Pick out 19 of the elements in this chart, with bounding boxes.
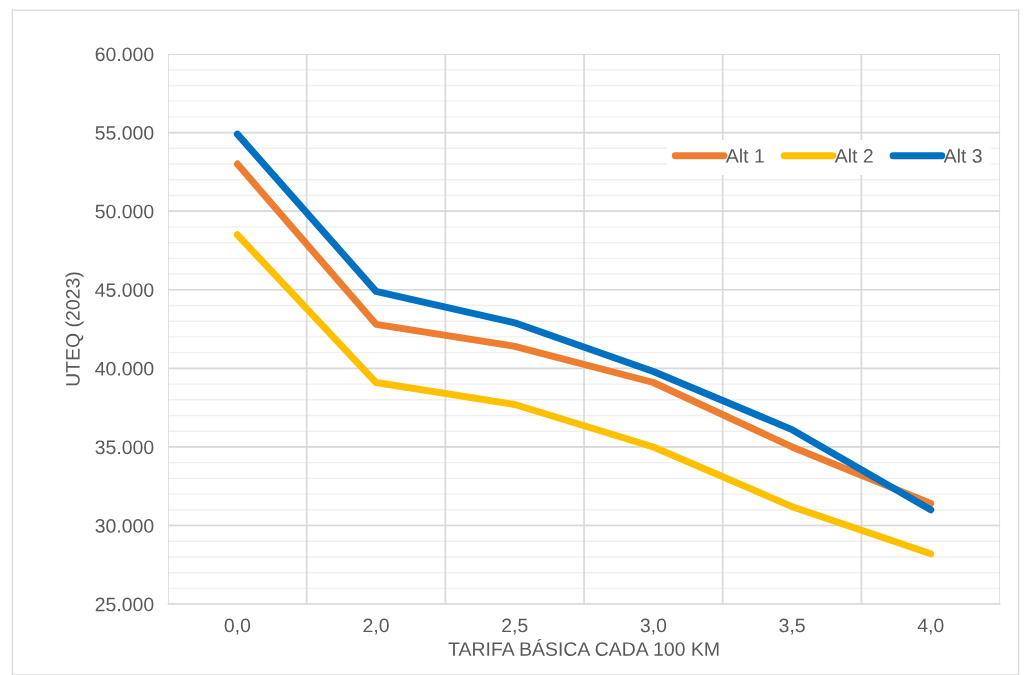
y-tick-label: 25.000 — [95, 597, 154, 612]
x-axis-title: TARIFA BÁSICA CADA 100 KM — [448, 638, 719, 656]
x-tick-label: 2,0 — [363, 618, 389, 635]
legend-label: Alt 2 — [834, 148, 873, 163]
legend-label: Alt 3 — [943, 148, 982, 163]
y-tick-label: 55.000 — [95, 126, 154, 140]
x-tick-label: 2,5 — [502, 618, 528, 635]
y-axis-title: UTEQ (2023) — [65, 272, 84, 386]
x-tick-label: 0,0 — [224, 618, 251, 635]
y-tick-label: 45.000 — [95, 283, 154, 297]
y-tick-label: 35.000 — [95, 440, 154, 455]
x-tick-label: 3,0 — [640, 618, 667, 635]
x-tick-label: 3,5 — [779, 618, 805, 635]
y-tick-label: 30.000 — [95, 519, 154, 533]
y-tick-label: 60.000 — [95, 47, 154, 62]
y-tick-label: 50.000 — [95, 204, 154, 219]
x-tick-label: 4,0 — [917, 618, 944, 635]
y-tick-label: 40.000 — [95, 361, 154, 376]
legend-label: Alt 1 — [725, 148, 764, 163]
